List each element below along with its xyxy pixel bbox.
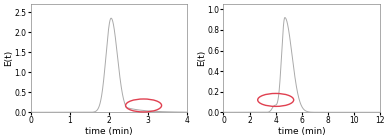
X-axis label: time (min): time (min) [85,127,133,136]
Y-axis label: E(t): E(t) [4,50,13,66]
X-axis label: time (min): time (min) [278,127,326,136]
Y-axis label: E(t): E(t) [197,50,206,66]
